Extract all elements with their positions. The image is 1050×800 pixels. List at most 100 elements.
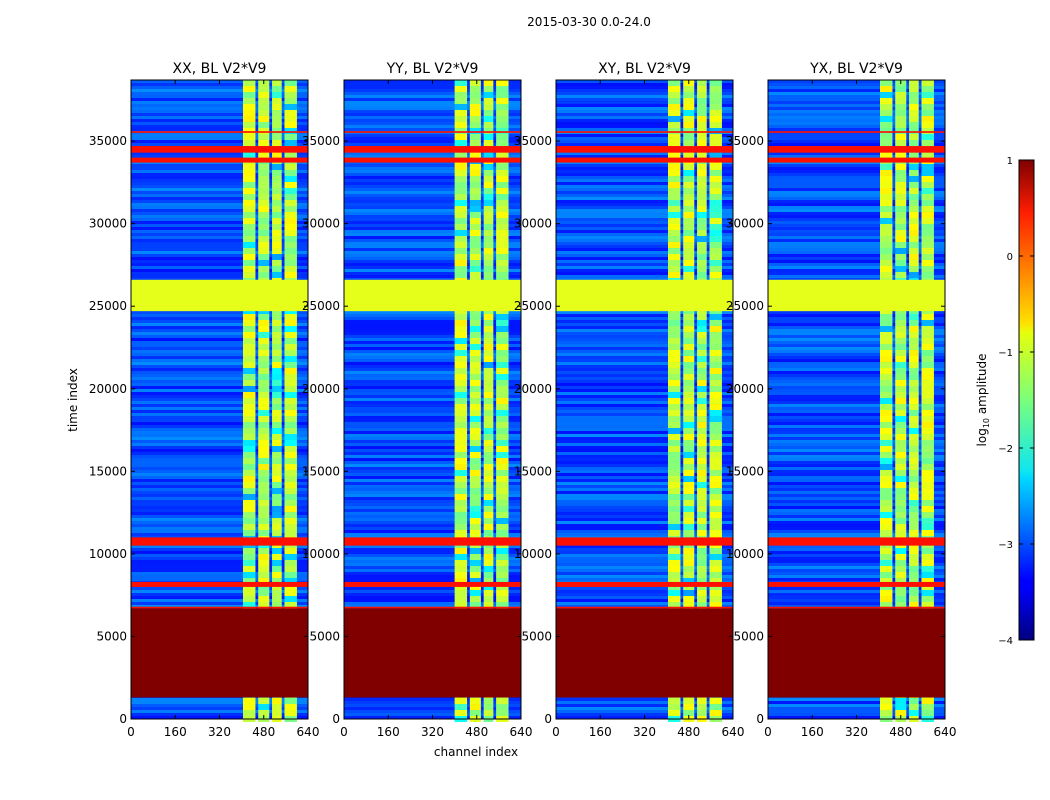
bright-channel-cell xyxy=(709,362,722,368)
heatmap-row xyxy=(344,386,521,389)
bright-channel-cell xyxy=(258,404,270,410)
bright-channel-cell xyxy=(243,398,256,404)
heatmap-row xyxy=(768,710,945,713)
bright-channel-cell xyxy=(243,470,256,476)
bright-channel-cell xyxy=(683,260,695,266)
bright-channel-cell xyxy=(668,110,681,116)
bright-channel-cell xyxy=(668,494,681,500)
y-tick-label: 30000 xyxy=(302,217,340,231)
bright-channel-cell xyxy=(469,458,481,464)
bright-channel-cell xyxy=(921,710,934,716)
bright-channel-cell xyxy=(921,140,934,146)
bright-channel-cell xyxy=(895,176,907,182)
heatmap-row xyxy=(344,359,521,362)
bright-channel-cell xyxy=(921,176,934,182)
bright-channel-cell xyxy=(496,188,509,194)
bright-channel-cell xyxy=(880,254,893,260)
bright-channel-cell xyxy=(483,80,494,86)
heatmap-row xyxy=(768,212,945,215)
bright-channel-cell xyxy=(243,386,256,392)
heatmap-row xyxy=(556,425,733,428)
bright-channel-cell xyxy=(272,200,282,206)
bright-channel-cell xyxy=(483,212,494,218)
bright-channel-cell xyxy=(454,386,468,392)
bright-channel-cell xyxy=(483,356,494,362)
x-tick-label: 320 xyxy=(421,725,444,739)
bright-channel-cell xyxy=(683,500,695,506)
bright-channel-cell xyxy=(469,560,481,566)
bright-channel-cell xyxy=(909,554,919,560)
bright-channel-cell xyxy=(895,110,907,116)
bright-channel-cell xyxy=(709,86,722,92)
heatmap-row xyxy=(768,578,945,581)
heatmap-row xyxy=(344,383,521,386)
heatmap-row xyxy=(131,221,308,224)
bright-channel-cell xyxy=(258,212,270,218)
bright-channel-cell xyxy=(683,170,695,176)
bright-channel-cell xyxy=(496,500,509,506)
bright-channel-cell xyxy=(483,194,494,200)
heatmap-row xyxy=(556,218,733,221)
bright-channel-cell xyxy=(668,704,681,710)
bright-channel-cell xyxy=(683,596,695,602)
bright-channel-cell xyxy=(921,332,934,338)
bright-channel-cell xyxy=(921,110,934,116)
y-tick-label: 30000 xyxy=(89,217,127,231)
bright-channel-cell xyxy=(909,470,919,476)
bright-channel-cell xyxy=(454,344,468,350)
bright-channel-cell xyxy=(483,710,494,716)
bright-channel-cell xyxy=(483,392,494,398)
y-tick-label: 10000 xyxy=(89,547,127,561)
heatmap-row xyxy=(131,254,308,257)
heatmap-row xyxy=(768,167,945,170)
bright-channel-cell xyxy=(284,398,297,404)
bright-channel-cell xyxy=(284,272,297,278)
bright-channel-cell xyxy=(496,320,509,326)
bright-channel-cell xyxy=(496,338,509,344)
x-tick-label: 0 xyxy=(127,725,135,739)
bright-channel-cell xyxy=(697,242,707,248)
heatmap-row xyxy=(131,560,308,563)
heatmap-row xyxy=(344,599,521,602)
bright-channel-cell xyxy=(496,524,509,530)
heatmap-row xyxy=(556,374,733,377)
heatmap-row xyxy=(768,440,945,443)
heatmap-row xyxy=(344,389,521,392)
bright-channel-cell xyxy=(709,440,722,446)
heatmap-row xyxy=(768,143,945,146)
bright-channel-cell xyxy=(272,110,282,116)
bright-channel-cell xyxy=(709,584,722,590)
bright-channel-cell xyxy=(895,524,907,530)
heatmap-row xyxy=(344,350,521,353)
bright-channel-cell xyxy=(895,368,907,374)
heatmap-row xyxy=(131,392,308,395)
bright-channel-cell xyxy=(895,476,907,482)
bright-channel-cell xyxy=(469,416,481,422)
bright-channel-cell xyxy=(697,164,707,170)
heatmap-row xyxy=(556,707,733,710)
bright-channel-cell xyxy=(895,164,907,170)
heatmap-row xyxy=(556,143,733,146)
bright-channel-cell xyxy=(668,518,681,524)
bright-channel-cell xyxy=(483,224,494,230)
bright-channel-cell xyxy=(668,200,681,206)
heatmap-row xyxy=(131,125,308,128)
heatmap-row xyxy=(556,452,733,455)
bright-channel-cell xyxy=(709,164,722,170)
bright-channel-cell xyxy=(880,266,893,272)
bright-channel-cell xyxy=(496,482,509,488)
bright-channel-cell xyxy=(921,356,934,362)
bright-channel-cell xyxy=(880,404,893,410)
bright-channel-cell xyxy=(709,374,722,380)
bright-channel-cell xyxy=(258,704,270,710)
bright-channel-cell xyxy=(496,392,509,398)
bright-channel-cell xyxy=(483,344,494,350)
bright-channel-cell xyxy=(496,554,509,560)
bright-channel-cell xyxy=(697,326,707,332)
x-tick-label: 640 xyxy=(510,725,533,739)
bright-channel-cell xyxy=(483,428,494,434)
heatmap-row xyxy=(131,173,308,176)
bright-channel-cell xyxy=(243,98,256,104)
y-tick-label: 20000 xyxy=(89,382,127,396)
flagged-band xyxy=(344,606,521,609)
